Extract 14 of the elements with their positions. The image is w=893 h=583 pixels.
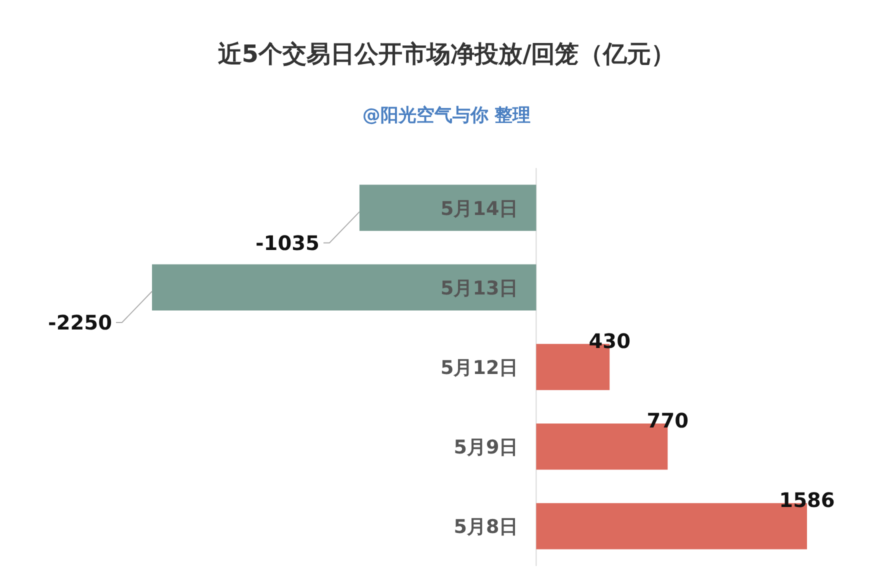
data-label: 1586 [779,488,835,512]
chart-title: 近5个交易日公开市场净投放/回笼（亿元） [218,40,676,68]
data-label: -2250 [48,310,112,334]
y-tick-label: 5月8日 [454,516,518,538]
y-tick-label: 5月9日 [454,436,518,459]
bar [152,264,536,310]
y-tick-label: 5月14日 [440,198,518,220]
data-label: 770 [646,408,689,433]
chart-subtitle: @阳光空气与你 整理 [362,105,531,126]
y-tick-label: 5月13日 [440,277,518,300]
data-label: 430 [588,328,630,353]
y-tick-label: 5月12日 [440,357,518,379]
data-label: -1035 [255,230,320,255]
bar [359,184,536,231]
